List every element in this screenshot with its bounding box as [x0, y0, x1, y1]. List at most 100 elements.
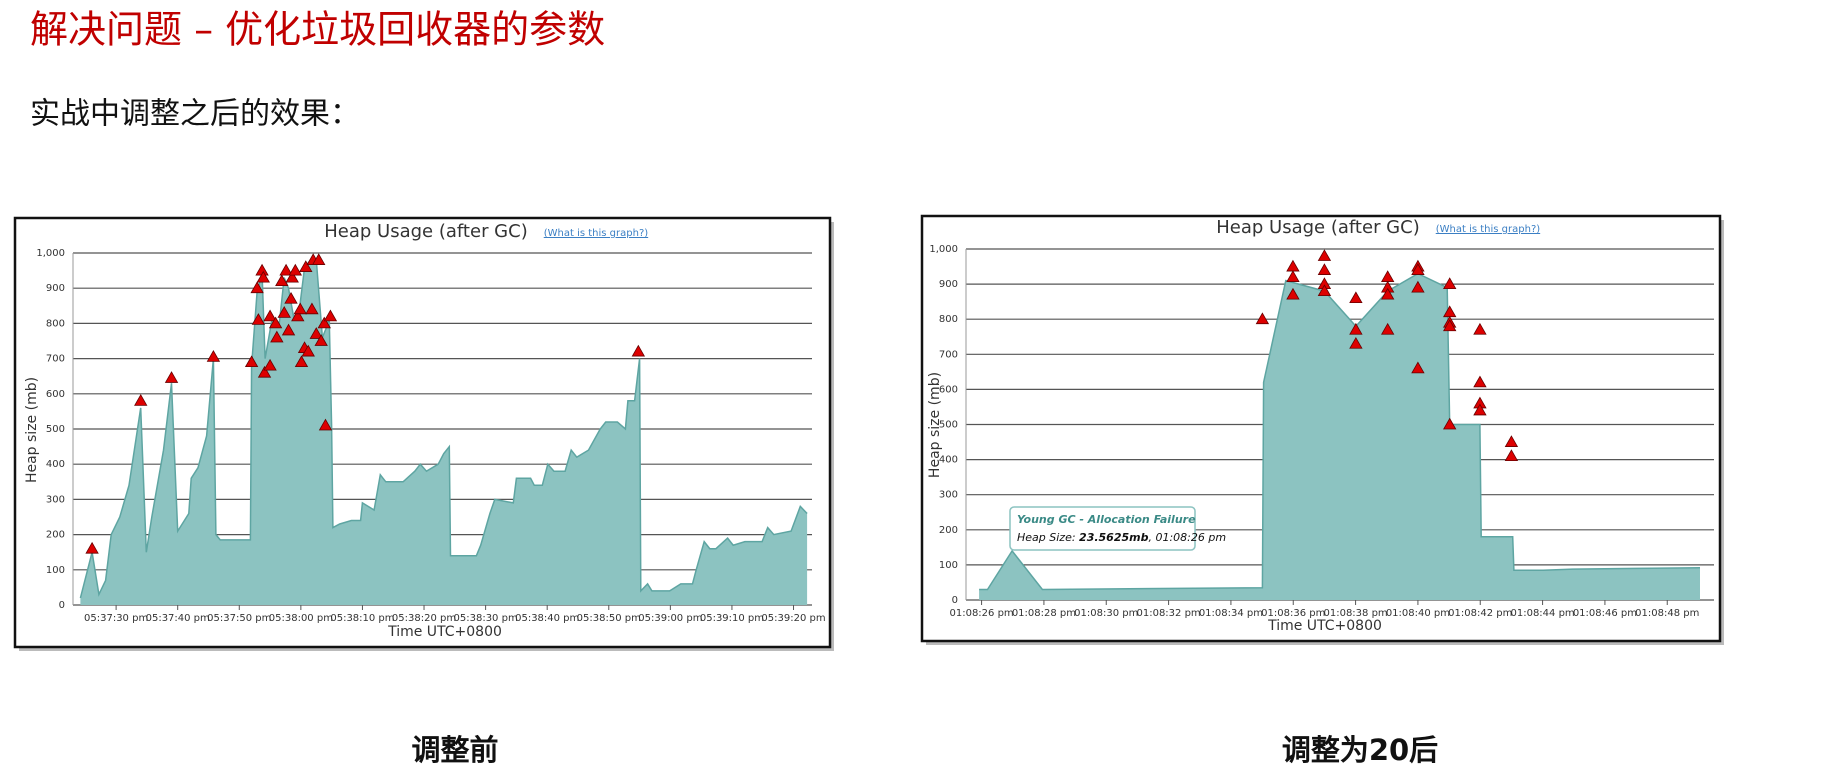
y-tick-label: 400 — [46, 459, 65, 470]
help-link[interactable]: (What is this graph?) — [544, 228, 649, 239]
x-tick-label: 05:38:00 pm — [269, 613, 333, 624]
x-axis-label: Time UTC+0800 — [387, 624, 502, 640]
gc-marker — [250, 281, 264, 294]
gc-marker — [263, 309, 277, 322]
y-tick-label: 200 — [939, 525, 958, 536]
gc-marker — [1317, 263, 1332, 275]
gc-marker — [164, 371, 179, 383]
gc-marker — [323, 309, 338, 322]
x-tick-label: 01:08:30 pm — [1074, 608, 1138, 619]
x-tick-label: 01:08:36 pm — [1261, 608, 1325, 619]
y-tick-label: 700 — [46, 354, 65, 365]
gc-marker — [1349, 322, 1363, 335]
y-tick-label: 300 — [939, 490, 958, 501]
y-tick-label: 900 — [46, 283, 65, 294]
y-tick-label: 400 — [939, 455, 958, 466]
gc-marker — [631, 344, 646, 357]
y-axis-label: Heap size (mb) — [24, 377, 40, 483]
gc-marker — [1443, 277, 1457, 289]
x-tick-label: 05:39:20 pm — [761, 613, 825, 624]
gc-marker — [279, 263, 293, 276]
y-tick-label: 900 — [939, 279, 958, 290]
x-tick-label: 05:37:30 pm — [84, 613, 148, 624]
x-tick-label: 01:08:26 pm — [949, 608, 1013, 619]
x-tick-label: 01:08:48 pm — [1635, 608, 1699, 619]
chart-title: Heap Usage (after GC) — [324, 221, 527, 242]
gc-marker — [317, 316, 331, 329]
gc-marker — [1381, 322, 1395, 335]
heap-area — [80, 260, 808, 605]
x-tick-label: 01:08:34 pm — [1199, 608, 1263, 619]
gc-marker — [1317, 249, 1332, 261]
x-tick-label: 05:38:50 pm — [577, 613, 641, 624]
gc-marker — [285, 270, 299, 283]
gc-marker — [309, 327, 323, 339]
gc-marker — [281, 323, 296, 336]
tooltip-value: 23.5625mb — [1079, 531, 1149, 544]
gc-marker — [1443, 417, 1457, 430]
gc-marker — [85, 541, 99, 554]
gc-marker — [256, 270, 270, 283]
y-tick-label: 0 — [59, 600, 65, 611]
x-tick-label: 05:39:00 pm — [638, 613, 702, 624]
gc-marker — [299, 260, 313, 272]
gc-marker — [293, 302, 307, 315]
gc-marker — [312, 253, 326, 265]
caption: 调整为20后 — [1282, 733, 1438, 767]
slide-title: 解决问题 – 优化垃圾回收器的参数 — [30, 8, 605, 52]
y-tick-label: 0 — [952, 595, 958, 606]
gc-marker — [1473, 375, 1487, 388]
gc-marker — [318, 418, 333, 431]
gc-marker — [275, 274, 289, 287]
gc-marker — [206, 350, 221, 362]
gc-marker — [314, 334, 328, 346]
tooltip-text: Heap Size: 23.5625mb, 01:08:26 pm — [1017, 531, 1226, 544]
slide-subtitle: 实战中调整之后的效果： — [30, 97, 360, 132]
gc-marker — [244, 355, 259, 368]
gc-marker — [1349, 291, 1363, 304]
gc-marker — [291, 309, 305, 322]
x-tick-label: 01:08:44 pm — [1510, 608, 1574, 619]
chart: Heap Usage (after GC) (What is this graph… — [13, 216, 834, 651]
x-axis-label: Time UTC+0800 — [1267, 618, 1382, 634]
x-tick-label: 05:38:40 pm — [515, 613, 579, 624]
tooltip — [1009, 506, 1196, 551]
gc-marker — [257, 365, 272, 378]
chart-title: Heap Usage (after GC) — [1216, 217, 1419, 238]
gc-marker — [1381, 287, 1395, 300]
gc-marker — [1473, 403, 1487, 416]
x-tick-label: 01:08:32 pm — [1136, 608, 1200, 619]
gc-marker — [1317, 284, 1332, 297]
tooltip-time: , 01:08:26 pm — [1148, 531, 1226, 544]
y-tick-label: 100 — [939, 560, 958, 571]
gc-marker — [268, 316, 283, 329]
x-tick-label: 01:08:40 pm — [1386, 608, 1450, 619]
help-link[interactable]: (What is this graph?) — [1436, 224, 1541, 235]
gc-marker — [1504, 435, 1519, 447]
y-tick-label: 600 — [46, 389, 65, 400]
gc-marker — [301, 344, 315, 357]
y-tick-label: 800 — [46, 318, 65, 329]
tooltip-title: Young GC - Allocation Failure — [1017, 513, 1196, 526]
x-tick-label: 05:37:40 pm — [146, 613, 210, 624]
tooltip-label: Heap Size: — [1017, 531, 1079, 544]
gc-marker — [1286, 287, 1300, 300]
x-tick-label: 01:08:38 pm — [1323, 608, 1387, 619]
gc-marker — [251, 313, 266, 325]
heap-line — [79, 259, 808, 599]
y-tick-label: 700 — [939, 349, 958, 360]
gc-marker — [1504, 449, 1519, 461]
y-tick-label: 1,000 — [929, 244, 958, 255]
gc-marker — [1349, 336, 1363, 349]
heap-area — [979, 273, 1700, 600]
gc-marker — [1411, 361, 1425, 374]
y-tick-label: 600 — [939, 384, 958, 395]
gc-marker — [1286, 270, 1300, 282]
gc-marker — [288, 263, 303, 276]
gc-marker — [1255, 312, 1270, 325]
gc-marker — [1473, 322, 1487, 335]
gc-marker — [270, 330, 284, 343]
x-tick-label: 05:38:10 pm — [330, 613, 394, 624]
gc-marker — [277, 306, 291, 318]
x-tick-label: 05:37:50 pm — [207, 613, 271, 624]
